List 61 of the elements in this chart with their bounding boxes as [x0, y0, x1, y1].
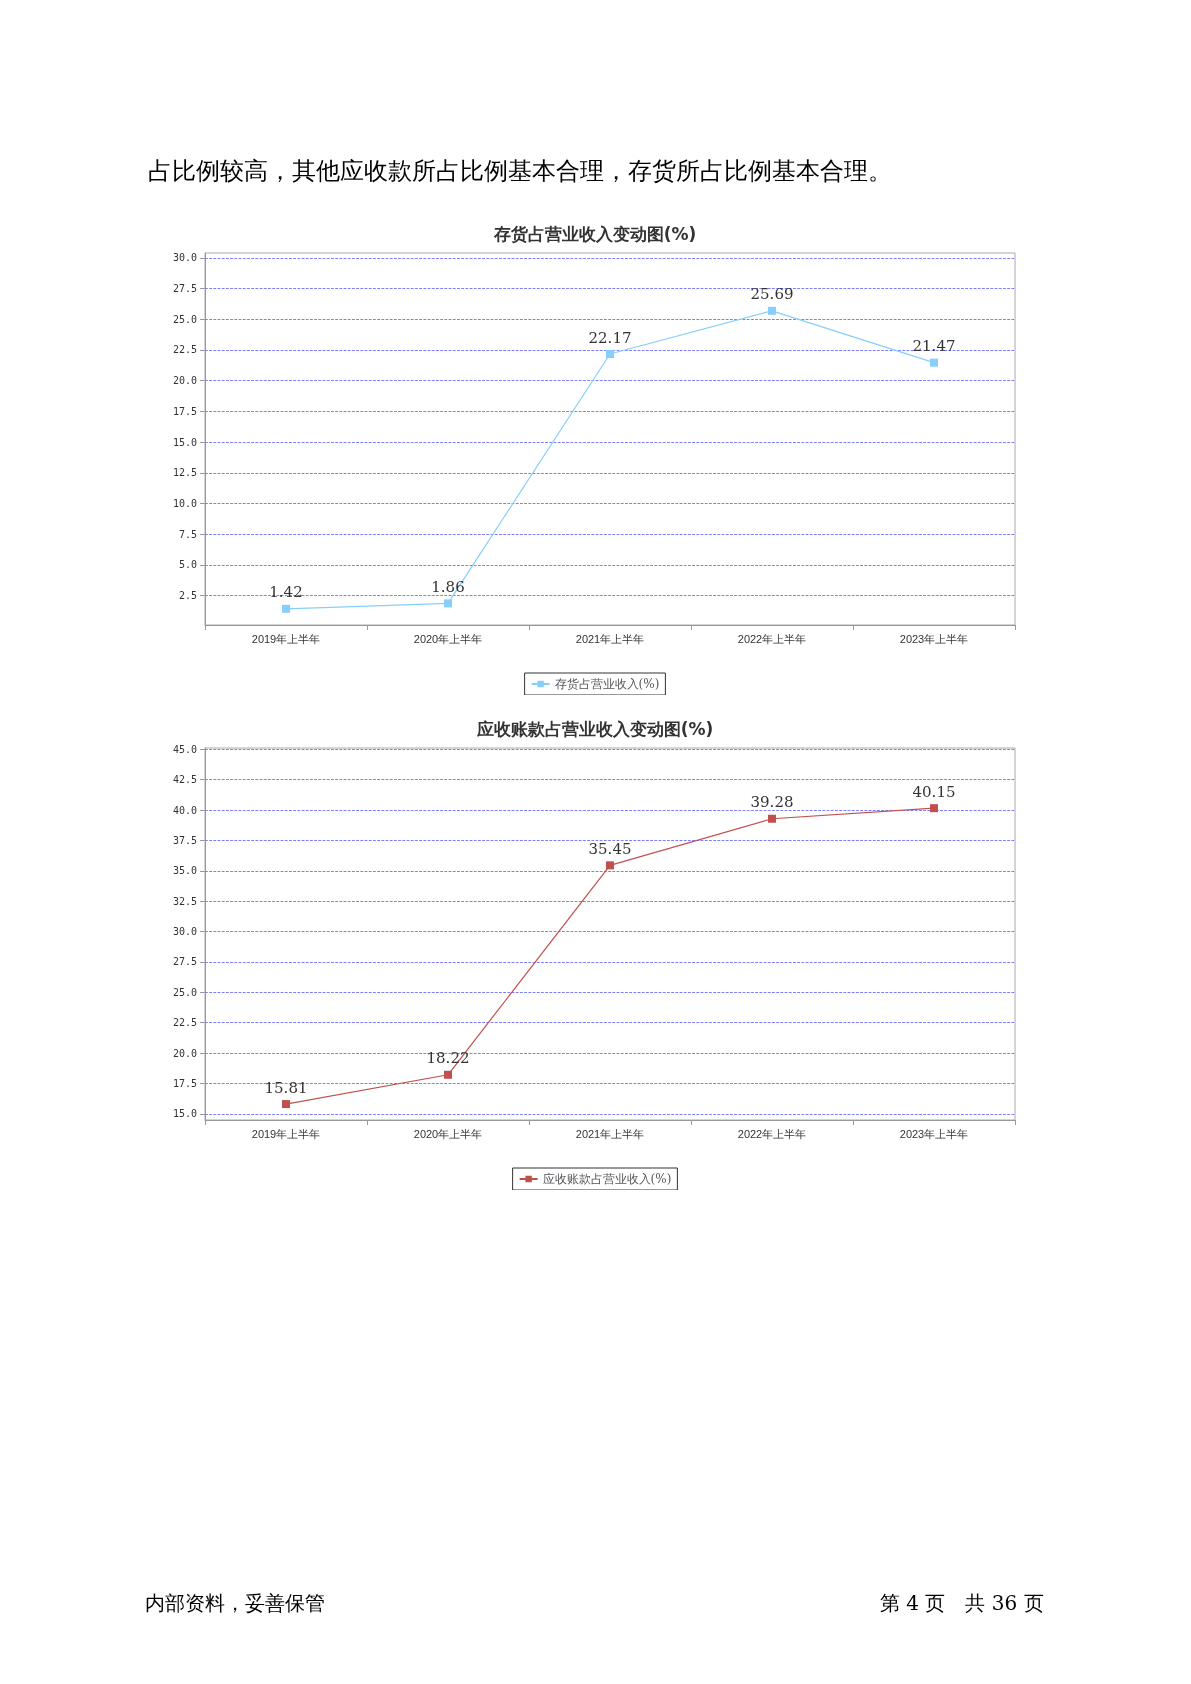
- data-label: 25.69: [750, 285, 794, 304]
- point: [444, 1070, 452, 1079]
- point: [606, 350, 614, 359]
- y-tick-label: 25.0: [172, 313, 197, 325]
- data-label: 21.47: [912, 337, 956, 356]
- y-tick-label: 22.5: [172, 1017, 197, 1029]
- y-tick-label: 35.0: [172, 865, 197, 877]
- y-tick-label: 20.0: [172, 375, 197, 387]
- x-tick-label: 2019年上半年: [251, 1127, 321, 1140]
- x-tick-label: 2021年上半年: [575, 1127, 645, 1140]
- y-tick-label: 12.5: [172, 467, 197, 479]
- y-tick-label: 15.0: [172, 436, 197, 448]
- data-label: 22.17: [588, 328, 632, 347]
- point: [768, 306, 776, 315]
- y-tick-label: 2.5: [178, 590, 197, 602]
- point: [930, 358, 938, 367]
- data-label: 1.42: [269, 583, 303, 602]
- text: 第 4 页 共 36 页: [880, 1590, 1044, 1617]
- point: [930, 804, 938, 813]
- x-tick-label: 2023年上半年: [899, 632, 969, 645]
- point: [768, 814, 776, 823]
- y-tick-label: 10.0: [172, 497, 197, 509]
- point: [606, 861, 614, 870]
- y-tick-label: 17.5: [172, 405, 197, 417]
- y-tick-label: 5.0: [178, 559, 197, 571]
- data-label: 1.86: [431, 577, 465, 596]
- y-tick-label: 40.0: [172, 804, 197, 816]
- y-tick-label: 22.5: [172, 344, 197, 356]
- y-tick-label: 27.5: [172, 283, 197, 295]
- legend-label: 存货占营业收入(%): [554, 677, 660, 691]
- chart-title: 应收账款占营业收入变动图(%): [475, 718, 714, 739]
- data-label: 15.81: [264, 1078, 308, 1097]
- data-label: 35.45: [588, 839, 632, 858]
- y-tick-label: 15.0: [172, 1108, 197, 1120]
- x-tick-label: 2021年上半年: [575, 632, 645, 645]
- y-tick-label: 27.5: [172, 956, 197, 968]
- y-tick-label: 30.0: [172, 926, 197, 938]
- y-tick-label: 17.5: [172, 1078, 197, 1090]
- point: [444, 599, 452, 608]
- y-tick-label: 45.0: [172, 743, 197, 755]
- y-tick-label: 37.5: [172, 834, 197, 846]
- x-tick-label: 2020年上半年: [413, 632, 483, 645]
- x-tick-label: 2019年上半年: [251, 632, 321, 645]
- x-tick-label: 2022年上半年: [737, 1127, 807, 1140]
- text: 占比例较高，其他应收款所占比例基本合理，存货所占比例基本合理。: [148, 156, 892, 187]
- y-tick-label: 7.5: [178, 528, 197, 540]
- point: [282, 604, 290, 613]
- text: 内部资料，妥善保管: [145, 1590, 325, 1617]
- x-tick-label: 2020年上半年: [413, 1127, 483, 1140]
- x-tick-label: 2022年上半年: [737, 632, 807, 645]
- data-label: 39.28: [750, 793, 794, 812]
- y-tick-label: 30.0: [172, 252, 197, 264]
- legend-label: 应收账款占营业收入(%): [542, 1172, 672, 1186]
- y-tick-label: 42.5: [172, 774, 197, 786]
- x-tick-label: 2023年上半年: [899, 1127, 969, 1140]
- y-tick-label: 32.5: [172, 895, 197, 907]
- data-label: 40.15: [912, 782, 956, 801]
- y-tick-label: 25.0: [172, 986, 197, 998]
- point: [282, 1100, 290, 1109]
- chart-title: 存货占营业收入变动图(%): [492, 223, 697, 244]
- y-tick-label: 20.0: [172, 1047, 197, 1059]
